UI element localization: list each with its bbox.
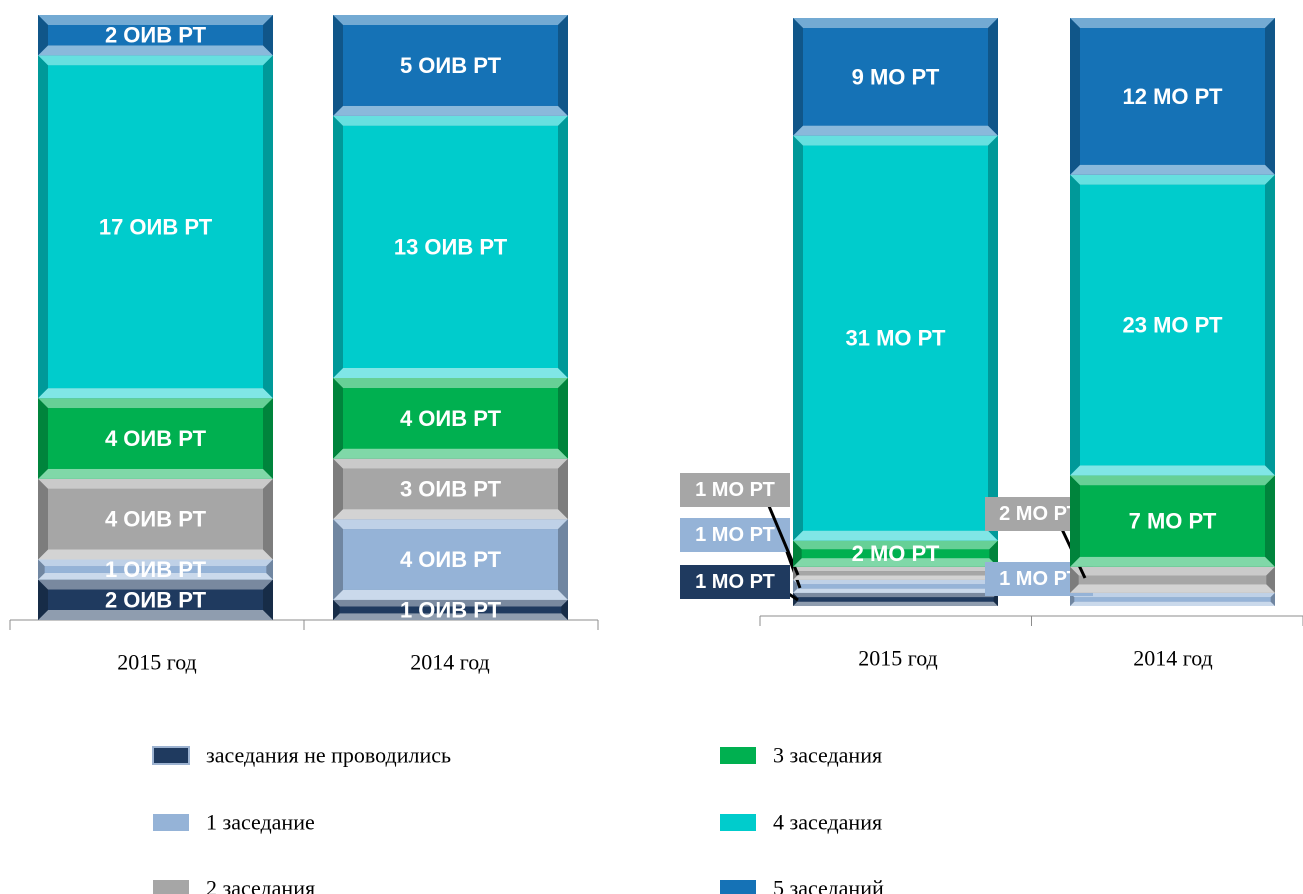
legend-label: 1 заседание [206,810,315,835]
data-label: 1 МО РТ [695,479,775,501]
legend-swatch [153,880,189,894]
legend-item: 1 заседание [153,810,315,835]
category-label: 2015 год [858,646,938,671]
data-label: 1 ОИВ РТ [105,557,207,582]
data-label: 2 ОИВ РТ [105,23,207,48]
bar-segment [38,398,273,479]
bar-segment [333,458,568,520]
data-label: 2 ОИВ РТ [105,587,207,612]
bar-segment [1070,174,1275,476]
legend-label: 4 заседания [773,810,882,835]
data-label: 1 МО РТ [695,524,775,546]
legend-label: 2 заседания [206,876,315,894]
data-label: 7 МО РТ [1129,509,1217,534]
data-label: 4 ОИВ РТ [400,406,502,431]
legend-item: заседания не проводились [152,743,451,768]
legend-label: 3 заседания [773,743,882,768]
data-label: 1 МО РТ [695,571,775,593]
data-label: 9 МО РТ [852,64,940,89]
data-label: 13 ОИВ РТ [394,234,508,259]
data-label: 5 ОИВ РТ [400,53,502,78]
bar-segment [38,478,273,560]
data-label: 2 МО РТ [999,503,1079,525]
data-label: 4 ОИВ РТ [105,426,207,451]
data-label: 17 ОИВ РТ [99,214,213,239]
category-label: 2015 год [117,650,197,675]
bar-segment [333,519,568,600]
bar-segment [333,378,568,459]
data-label: 1 МО РТ [999,568,1079,590]
bar-segment [38,559,273,580]
legend-swatch [720,814,756,831]
data-label: 23 МО РТ [1123,313,1224,338]
bar-segment [38,55,273,399]
data-label: 2 МО РТ [852,541,940,566]
legend-label: 5 заседаний [773,876,884,894]
bar-segment [38,15,273,56]
chart-oiv: 2 ОИВ РТ 1 ОИВ РТ 4 ОИВ РТ 4 ОИВ РТ 17 ОИВ Р… [9,15,599,675]
data-label: 4 ОИВ РТ [105,507,207,532]
category-label: 2014 год [1133,646,1213,671]
bar-segment [793,579,998,593]
legend-swatch [720,880,756,894]
legend-item: 5 заседаний [720,876,884,894]
bar-segment [793,135,998,541]
bar-segment [793,566,998,580]
chart-mo: 1 МО РТ 1 МО РТ 1 МО РТ 2 МО РТ 31 МО РТ 9 МО… [680,18,1303,671]
category-label: 2014 год [410,650,490,675]
legend-swatch [720,747,756,764]
bar-segment [333,15,568,116]
legend: заседания не проводились 1 заседание 2 зас… [152,743,884,894]
data-label-box [680,473,790,507]
bar-segment [1070,566,1275,593]
bar-segment [38,579,273,620]
data-label: 31 МО РТ [846,326,947,351]
bar-segment [333,115,568,378]
data-label-box [680,518,790,552]
data-label: 4 ОИВ РТ [400,547,502,572]
bar-segment [793,540,998,567]
bar-segment [793,592,998,606]
legend-swatch [153,814,189,831]
legend-item: 2 заседания [153,876,315,894]
legend-item: 4 заседания [720,810,882,835]
data-label: 1 ОИВ РТ [400,597,502,622]
legend-item: 3 заседания [720,743,882,768]
bar-segment [333,599,568,620]
bar-segment [793,18,998,136]
bar-segment [1070,592,1275,606]
legend-swatch [152,746,190,765]
data-label: 3 ОИВ РТ [400,476,502,501]
data-label-box [680,565,790,599]
legend-label: заседания не проводились [206,743,451,768]
bar-segment [1070,18,1275,175]
data-label: 12 МО РТ [1123,84,1224,109]
bar-segment [1070,475,1275,567]
